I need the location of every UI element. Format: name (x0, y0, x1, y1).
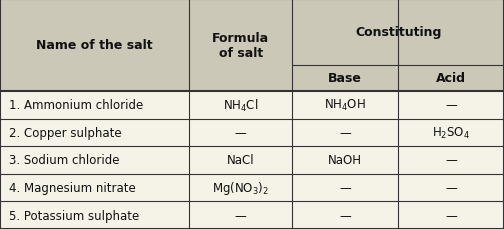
Text: 5. Potassium sulphate: 5. Potassium sulphate (9, 209, 139, 222)
Text: NH$_4$Cl: NH$_4$Cl (223, 97, 259, 113)
Text: —: — (445, 154, 457, 167)
Text: —: — (235, 126, 246, 139)
Text: —: — (445, 99, 457, 112)
Text: 2. Copper sulphate: 2. Copper sulphate (9, 126, 121, 139)
Text: Formula
of salt: Formula of salt (212, 32, 269, 60)
Text: —: — (235, 209, 246, 222)
Text: —: — (339, 209, 351, 222)
Text: —: — (339, 126, 351, 139)
Text: Mg(NO$_3$)$_2$: Mg(NO$_3$)$_2$ (212, 179, 269, 196)
Text: Constituting: Constituting (355, 26, 442, 39)
Text: NH$_4$OH: NH$_4$OH (325, 98, 366, 113)
Text: H$_2$SO$_4$: H$_2$SO$_4$ (432, 125, 470, 140)
Text: NaCl: NaCl (227, 154, 255, 167)
Text: —: — (339, 181, 351, 194)
Text: NaOH: NaOH (328, 154, 362, 167)
Text: 4. Magnesium nitrate: 4. Magnesium nitrate (9, 181, 136, 194)
Bar (0, 92, 504, 229)
Text: 3. Sodium chloride: 3. Sodium chloride (9, 154, 119, 167)
Text: —: — (445, 181, 457, 194)
Text: —: — (445, 209, 457, 222)
Text: Base: Base (328, 72, 362, 85)
Text: 1. Ammonium chloride: 1. Ammonium chloride (9, 99, 143, 112)
Text: Acid: Acid (436, 72, 466, 85)
Bar (0, 0, 504, 92)
Text: Name of the salt: Name of the salt (36, 39, 153, 52)
